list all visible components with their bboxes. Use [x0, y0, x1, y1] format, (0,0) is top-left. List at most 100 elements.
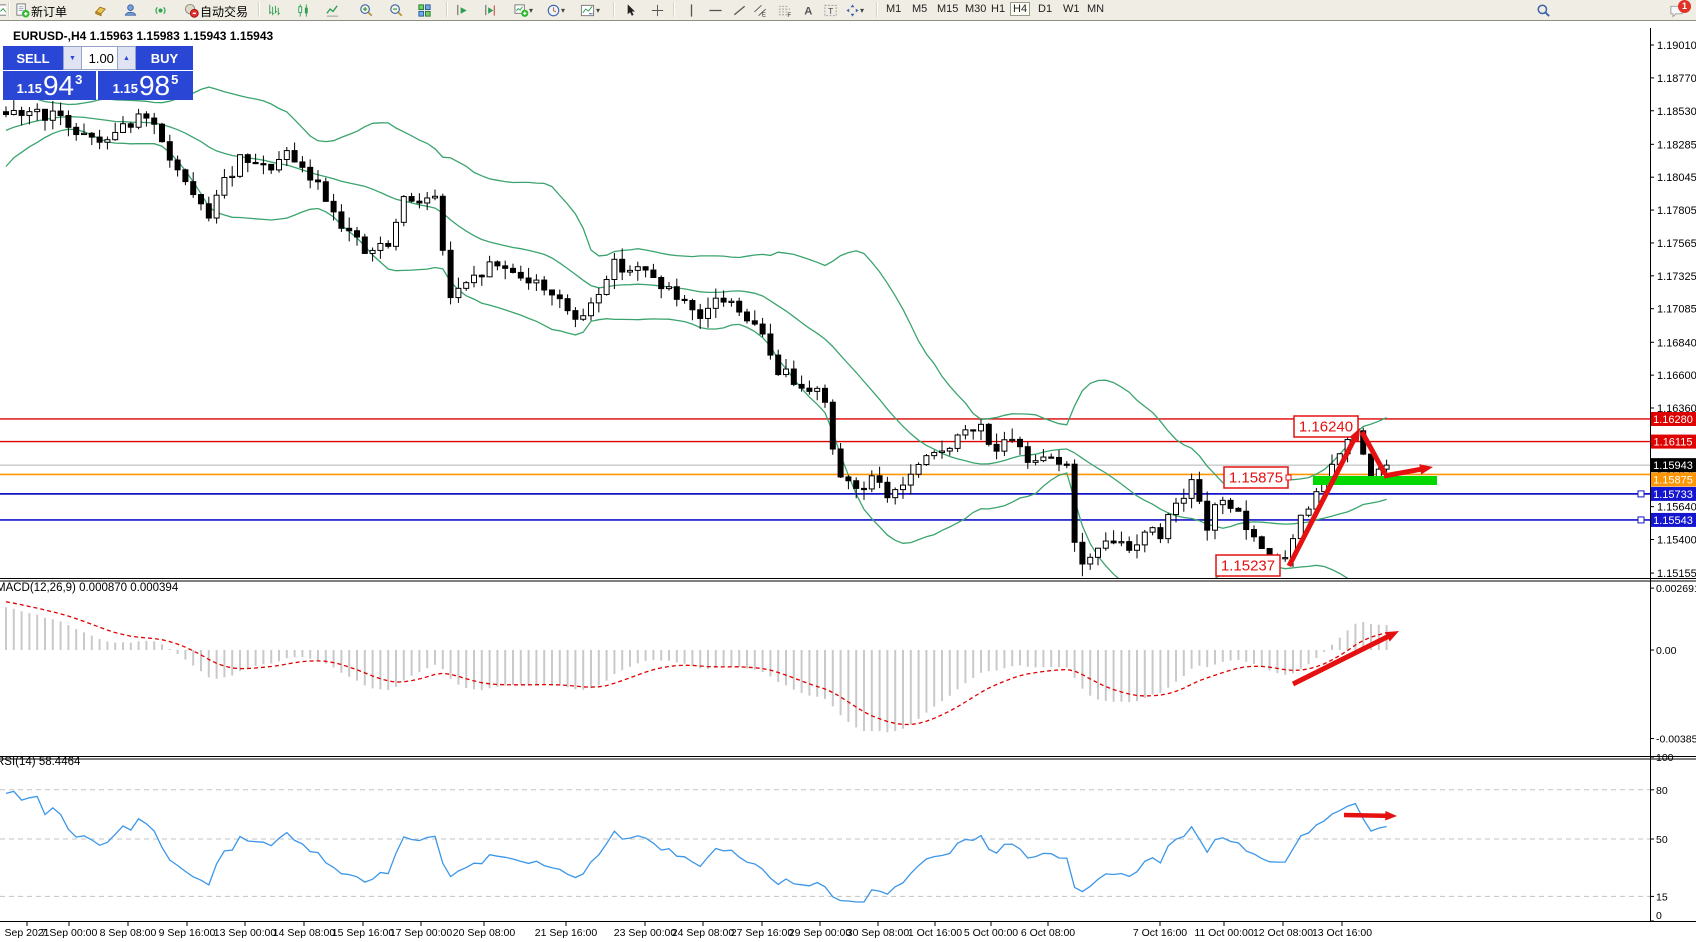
templates-dropdown-caret[interactable]: ▾ — [596, 6, 601, 15]
rsi-axis-label: 100 — [1656, 752, 1674, 764]
tf-m5[interactable]: M5 — [912, 3, 928, 15]
time-axis-label: 21 Sep 16:00 — [535, 927, 598, 939]
trendline-tool-icon[interactable] — [729, 1, 749, 19]
text-label-tool-icon[interactable]: T — [820, 1, 840, 19]
macd-trend-arrow[interactable] — [1291, 632, 1394, 687]
candle-body — [34, 108, 41, 113]
candle-body — [892, 489, 899, 499]
candle-body — [502, 265, 509, 269]
market-watch-icon[interactable] — [90, 1, 110, 19]
new-chart-dropdown-caret[interactable]: ▾ — [529, 6, 534, 15]
new-chart-icon[interactable] — [511, 1, 531, 19]
tf-m30[interactable]: M30 — [965, 3, 987, 15]
tf-m1[interactable]: M1 — [886, 3, 902, 15]
candle-body — [650, 269, 657, 279]
zoom-out-icon[interactable] — [386, 1, 406, 19]
annotation-handle[interactable] — [1285, 474, 1292, 481]
candle-body — [408, 196, 415, 202]
bar-chart-icon[interactable] — [264, 1, 284, 19]
data-window-icon[interactable] — [120, 1, 140, 19]
buy-button[interactable]: BUY — [135, 46, 193, 70]
tile-windows-icon[interactable] — [414, 1, 434, 19]
hline-handle[interactable] — [1637, 516, 1645, 524]
buy-price-display[interactable]: 1.15 98 5 — [98, 71, 193, 100]
volume-input[interactable] — [81, 46, 117, 70]
candle-body — [510, 267, 516, 273]
tf-h4[interactable]: H4 — [1010, 2, 1031, 16]
new-order-icon[interactable] — [12, 1, 32, 19]
zoom-in-icon[interactable] — [356, 1, 376, 19]
pullback-down-arrow[interactable] — [1359, 430, 1388, 476]
candle-body — [1188, 479, 1195, 499]
rsi-trend-arrow[interactable] — [1343, 812, 1391, 819]
navigator-icon[interactable] — [150, 1, 170, 19]
candle-body — [88, 132, 95, 138]
tf-h1[interactable]: H1 — [991, 3, 1006, 15]
candle-body — [1368, 453, 1374, 478]
vertical-line-tool-icon[interactable] — [681, 1, 701, 19]
macd-signal-line — [5, 601, 1387, 726]
arrows-dropdown-caret[interactable]: ▾ — [860, 6, 865, 15]
candle-body — [541, 279, 548, 291]
period-dropdown-caret[interactable]: ▾ — [561, 6, 566, 15]
new-order-button[interactable]: 新订单 — [31, 5, 68, 19]
sell-button[interactable]: SELL — [3, 46, 63, 70]
candle-body — [198, 194, 204, 205]
candle-body — [268, 163, 275, 171]
fibonacci-tool-icon[interactable]: F — [774, 1, 794, 19]
annotation-box[interactable] — [1293, 415, 1359, 438]
candle-body — [1196, 479, 1203, 502]
toolbar-separator — [673, 2, 675, 17]
annotation-box[interactable] — [1215, 554, 1281, 577]
clipped-chart-icon[interactable] — [0, 1, 8, 19]
auto-scroll-icon[interactable] — [452, 1, 472, 19]
channel-tool-icon[interactable]: E — [750, 1, 770, 19]
candle-body — [174, 159, 181, 171]
candle-body — [970, 429, 977, 432]
text-tool-icon[interactable]: A — [798, 1, 818, 19]
continuation-right-arrow[interactable] — [1383, 465, 1426, 479]
hline-handle[interactable] — [1637, 490, 1645, 498]
tf-mn[interactable]: MN — [1087, 3, 1105, 15]
chart-title: EURUSD-,H4 1.15963 1.15983 1.15943 1.159… — [13, 29, 274, 43]
candle-body — [486, 261, 493, 278]
volume-increase-button[interactable]: ▲ — [116, 46, 136, 70]
tf-m15[interactable]: M15 — [937, 3, 959, 15]
candle-body — [299, 161, 306, 168]
volume-decrease-button[interactable]: ▼ — [62, 46, 82, 70]
autotrading-icon[interactable] — [181, 1, 201, 19]
candle-body — [681, 298, 688, 302]
support-zone-bar[interactable] — [1313, 476, 1437, 485]
price-tick-label: 1.17085 — [1657, 304, 1696, 316]
sell-price-display[interactable]: 1.15 94 3 — [3, 71, 96, 100]
candle-body — [619, 258, 626, 273]
templates-icon[interactable] — [577, 1, 597, 19]
period-clock-icon[interactable] — [543, 1, 563, 19]
cursor-icon[interactable] — [620, 1, 640, 19]
candle-body — [182, 169, 189, 183]
time-axis-label: 24 Sep 08:00 — [672, 927, 735, 939]
candle-body — [432, 195, 438, 199]
time-axis-label: 30 Sep 08:00 — [847, 927, 910, 939]
candle-body — [915, 463, 922, 475]
rally-up-arrow[interactable] — [1286, 433, 1359, 568]
horizontal-line-tool-icon[interactable] — [705, 1, 725, 19]
crosshair-icon[interactable] — [647, 1, 667, 19]
rsi-axis-label: 50 — [1656, 834, 1668, 846]
price-tick-label: 1.18045 — [1657, 172, 1696, 184]
candle-body — [1017, 438, 1023, 448]
candle-body — [549, 289, 555, 296]
rsi-line — [5, 790, 1387, 903]
line-chart-icon[interactable] — [322, 1, 342, 19]
autotrading-button[interactable]: 自动交易 — [200, 5, 249, 19]
candle-body — [439, 195, 446, 251]
tf-w1[interactable]: W1 — [1063, 3, 1080, 15]
tf-d1[interactable]: D1 — [1038, 3, 1053, 15]
notification-badge[interactable]: 1 — [1678, 0, 1691, 13]
candlestick-chart-icon[interactable] — [293, 1, 313, 19]
chart-shift-icon[interactable] — [480, 1, 500, 19]
search-icon[interactable] — [1533, 1, 1553, 19]
arrows-tool-icon[interactable] — [842, 1, 862, 19]
